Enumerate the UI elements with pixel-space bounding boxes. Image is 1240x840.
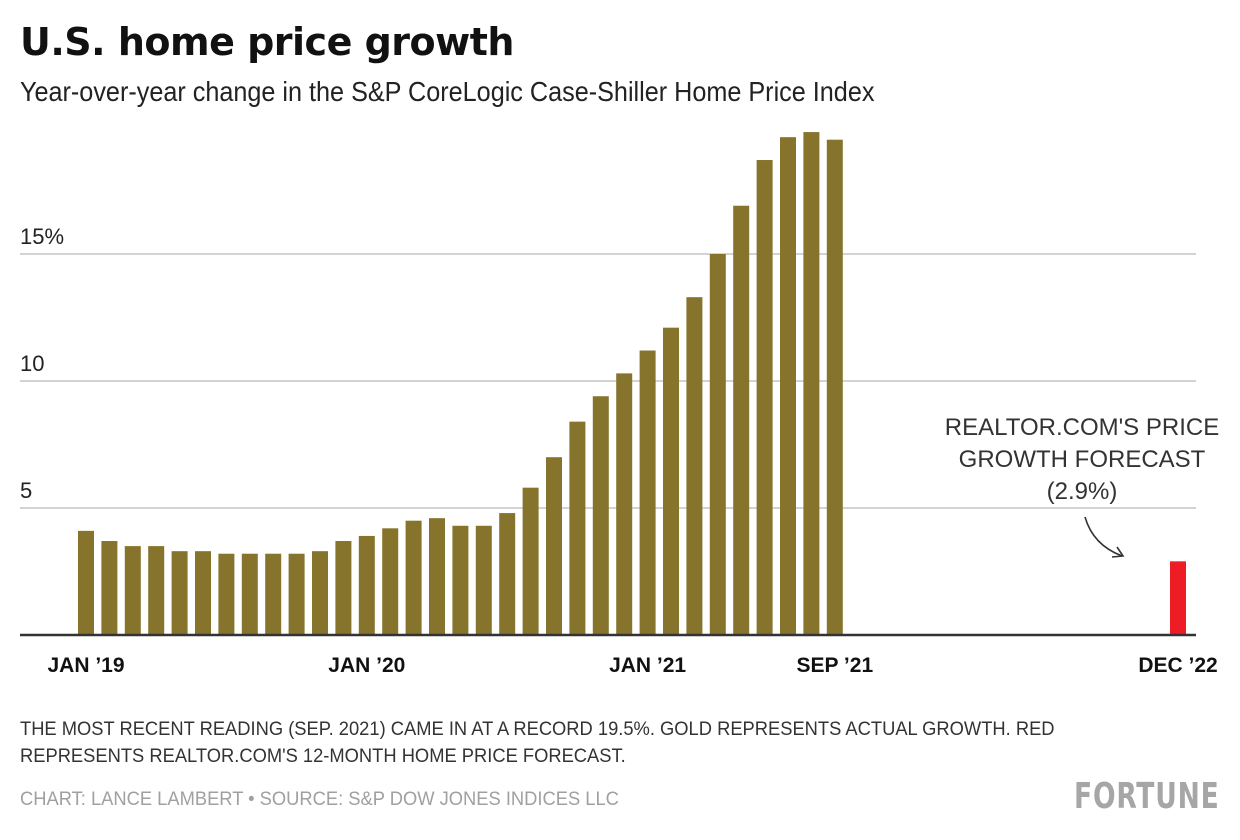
actual-bar-jan-2020 <box>358 535 375 635</box>
actual-bar-sep-2019 <box>265 553 282 635</box>
actual-bar-aug-2020 <box>522 487 539 635</box>
actual-bar-jan-2021 <box>639 350 656 635</box>
x-axis-ticks: JAN ’19 JAN ’20 JAN ’21 SEP ’21 DEC ’22 <box>47 654 1217 677</box>
actual-bar-sep-2021 <box>826 139 843 635</box>
actual-bar-jun-2020 <box>475 525 492 635</box>
actual-bar-oct-2020 <box>569 421 586 635</box>
actual-bar-jun-2021 <box>756 160 773 635</box>
x-tick-label: SEP ’21 <box>796 654 873 677</box>
chart-subtitle: Year-over-year change in the S&P CoreLog… <box>20 76 875 107</box>
actual-bar-feb-2021 <box>663 327 679 635</box>
x-tick-label: JAN ’20 <box>328 654 405 677</box>
actual-bar-may-2019 <box>171 551 188 635</box>
y-tick-label: 15% <box>20 224 64 249</box>
actual-bar-feb-2020 <box>382 528 399 635</box>
actual-bar-apr-2020 <box>429 518 445 635</box>
chart-credit: CHART: LANCE LAMBERT • SOURCE: S&P DOW J… <box>20 788 619 810</box>
bar-chart: 5 10 15% JAN ’19 JAN ’20 JAN ’21 SEP ’21 DEC ’… <box>20 132 1219 677</box>
forecast-bar-dec-2022 <box>1170 561 1186 635</box>
actual-bar-nov-2020 <box>592 396 609 635</box>
actual-bar-jul-2020 <box>499 513 516 635</box>
actual-bar-may-2020 <box>452 525 469 635</box>
actual-bar-oct-2019 <box>288 553 305 635</box>
actual-bar-apr-2019 <box>148 546 165 635</box>
chart-note: The most recent reading (Sep. 2021) came… <box>20 718 1055 767</box>
actual-bar-dec-2019 <box>335 541 352 635</box>
annotation-arrow-icon <box>1084 516 1123 557</box>
fortune-logo: FORTUNE <box>1074 776 1220 817</box>
actual-bar-nov-2019 <box>312 551 328 635</box>
x-tick-label: JAN ’21 <box>609 654 686 677</box>
actual-bar-mar-2021 <box>686 297 703 635</box>
actual-bar-may-2021 <box>733 205 750 636</box>
actual-bar-aug-2019 <box>241 553 258 635</box>
actual-bar-jul-2021 <box>780 137 796 635</box>
annotation-line-3: (2.9%) <box>1047 478 1118 505</box>
actual-bar-jan-2019 <box>78 530 94 635</box>
actual-bar-aug-2021 <box>803 132 820 635</box>
y-tick-label: 10 <box>20 351 44 376</box>
actual-bar-jun-2019 <box>195 551 211 635</box>
chart-title: U.S. home price growth <box>20 20 514 64</box>
annotation-arrowhead-icon <box>1111 546 1125 558</box>
forecast-annotation: REALTOR.COM'S PRICE GROWTH FORECAST (2.9… <box>945 414 1219 558</box>
actual-bar-apr-2021 <box>709 254 726 635</box>
x-tick-label: DEC ’22 <box>1138 654 1217 677</box>
actual-bar-mar-2020 <box>405 520 422 635</box>
actual-bar-dec-2020 <box>616 373 633 635</box>
actual-bar-jul-2019 <box>218 553 235 635</box>
x-tick-label: JAN ’19 <box>47 654 124 677</box>
y-tick-label: 5 <box>20 478 32 503</box>
actual-bar-mar-2019 <box>124 546 141 635</box>
actual-bar-feb-2019 <box>101 541 118 635</box>
annotation-line-2: GROWTH FORECAST <box>959 446 1206 473</box>
annotation-line-1: REALTOR.COM'S PRICE <box>945 414 1219 441</box>
actual-bar-sep-2020 <box>546 457 562 635</box>
bars <box>78 132 1186 636</box>
